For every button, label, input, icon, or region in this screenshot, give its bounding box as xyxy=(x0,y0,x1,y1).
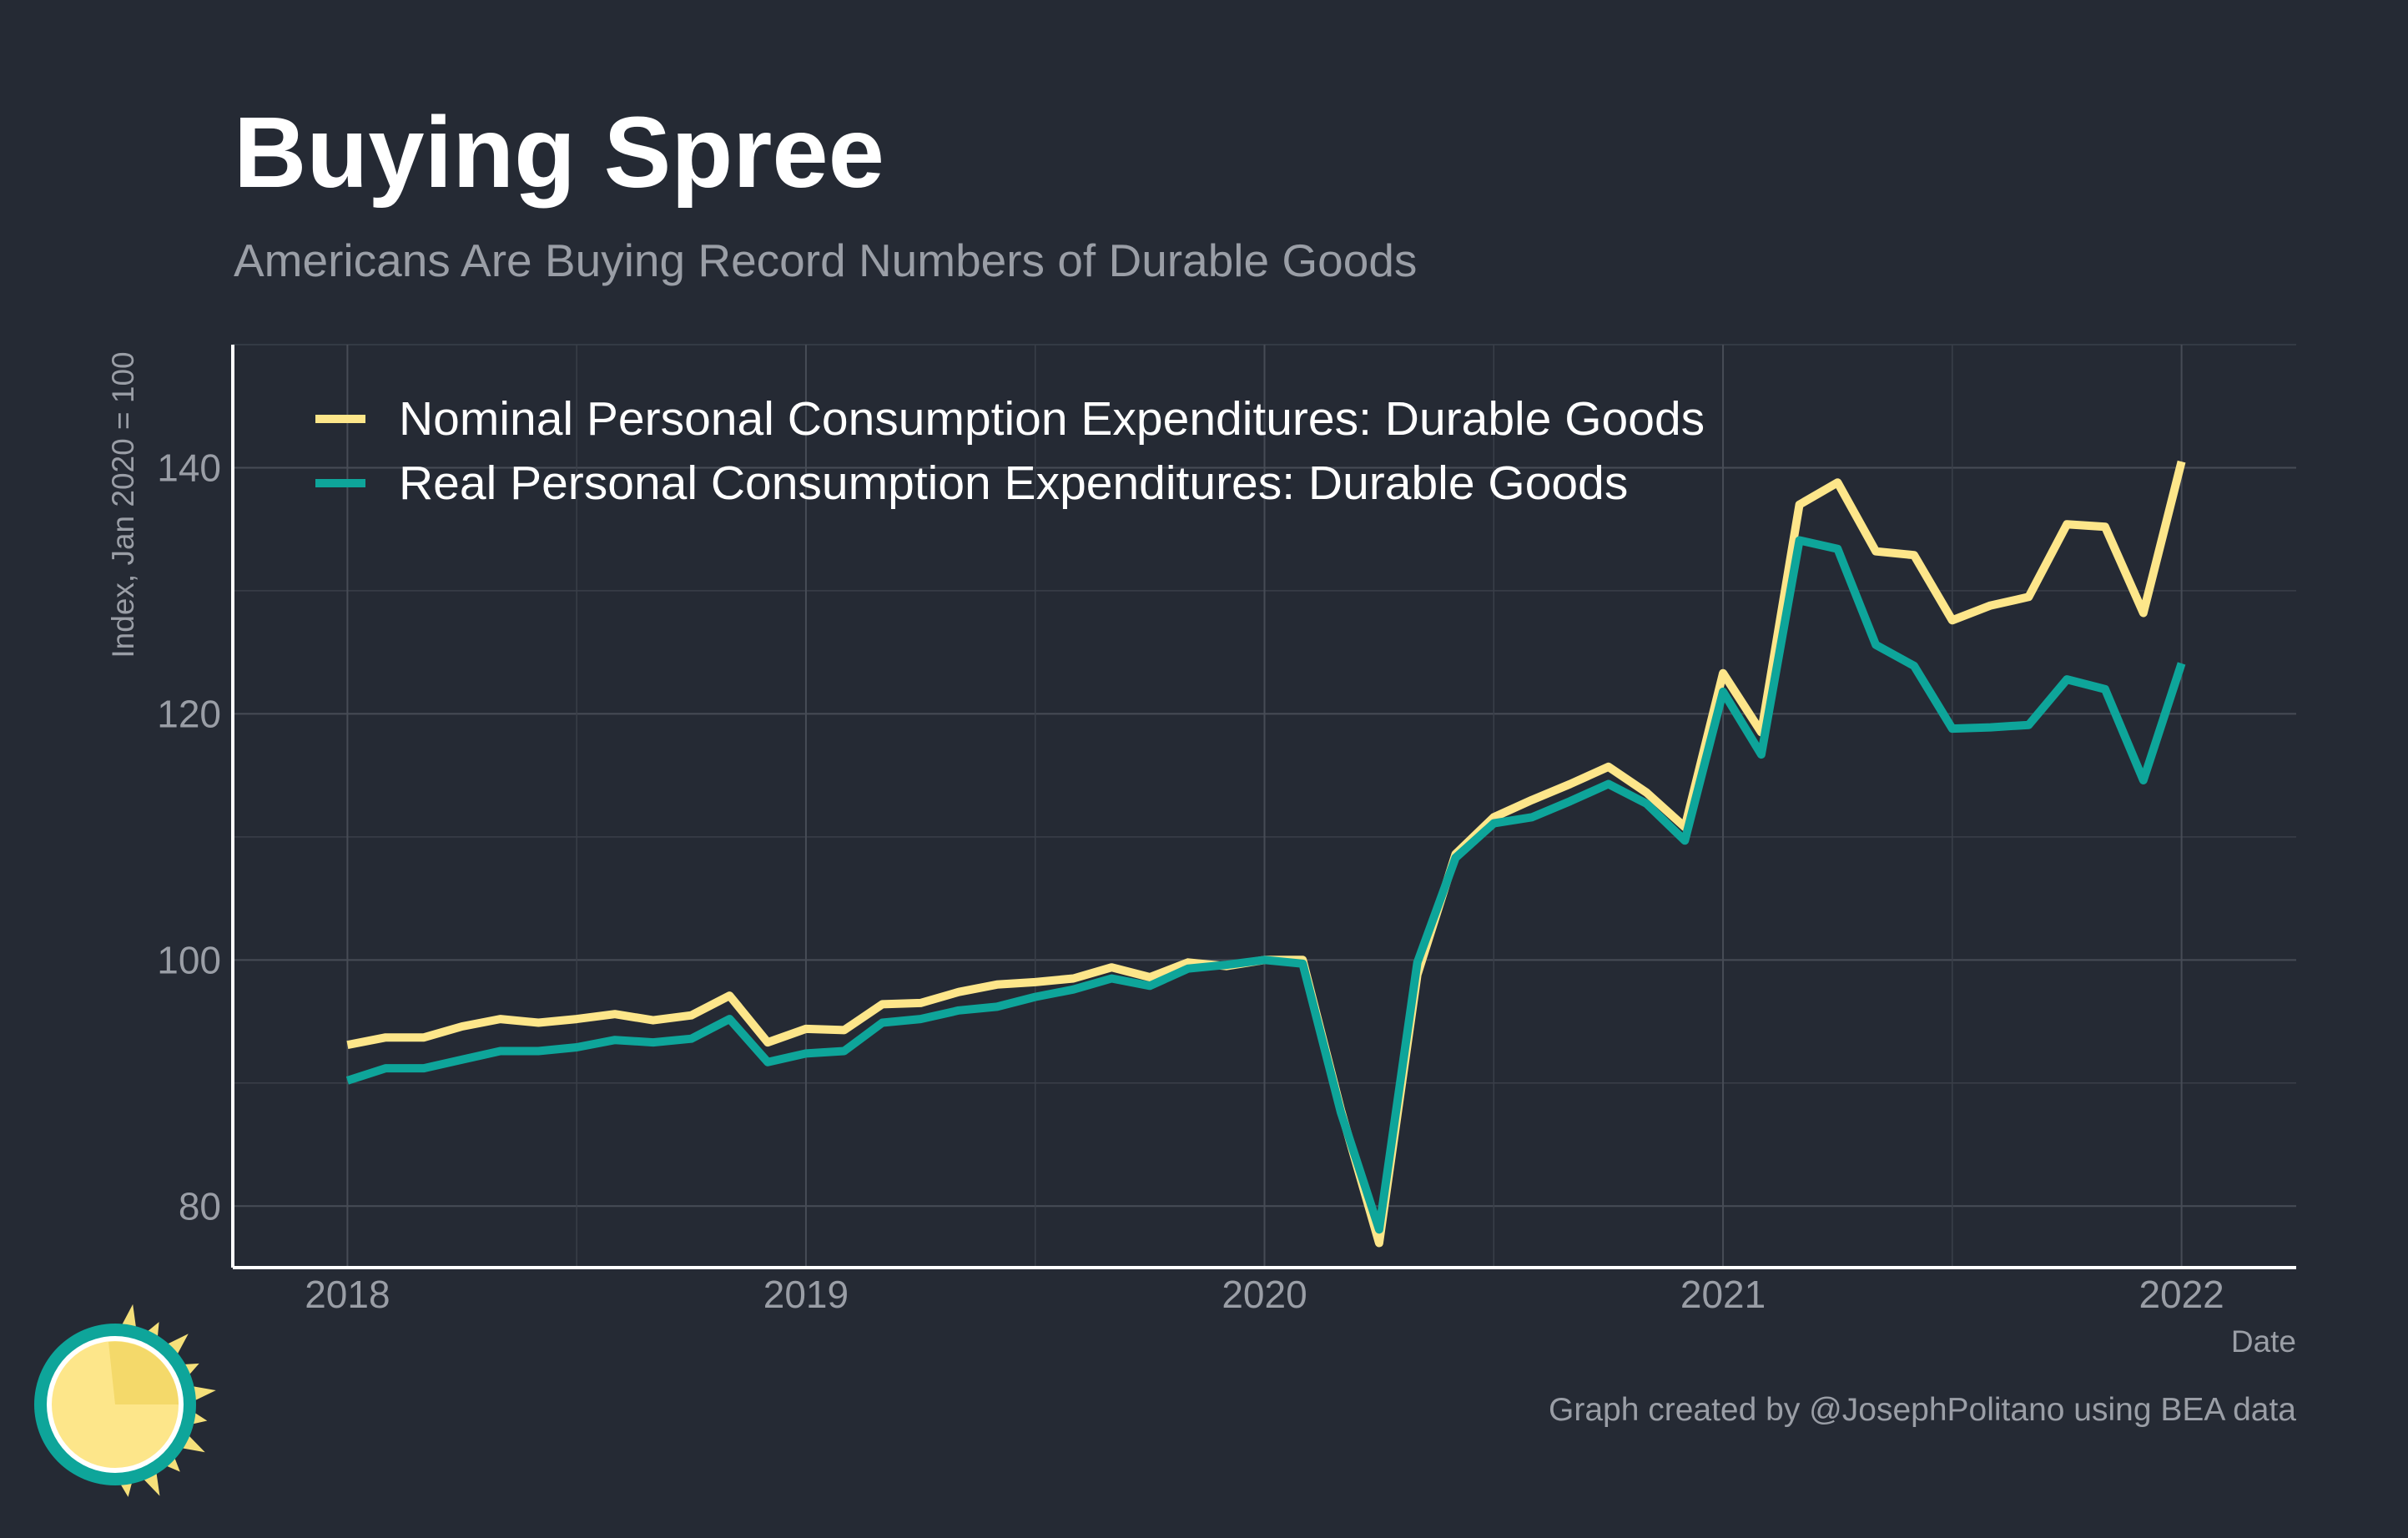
x-tick-label: 2019 xyxy=(763,1273,849,1316)
x-tick-labels: 2018 2019 2020 2021 2022 xyxy=(305,1273,2224,1316)
legend: Nominal Personal Consumption Expenditure… xyxy=(315,392,1705,510)
y-tick-label: 100 xyxy=(157,938,221,981)
chart-subtitle: Americans Are Buying Record Numbers of D… xyxy=(234,234,1417,286)
legend-item-real: Real Personal Consumption Expenditures: … xyxy=(315,456,1628,510)
y-tick-label: 140 xyxy=(157,446,221,489)
x-tick-label: 2021 xyxy=(1680,1273,1766,1316)
chart-title: Buying Spree xyxy=(234,95,884,209)
source-caption: Graph created by @JosephPolitano using B… xyxy=(1549,1392,2296,1428)
x-tick-label: 2022 xyxy=(2138,1273,2224,1316)
axes xyxy=(231,345,2296,1269)
y-tick-labels: 80 100 120 140 xyxy=(157,446,221,1228)
x-tick-label: 2018 xyxy=(305,1273,390,1316)
legend-label-nominal: Nominal Personal Consumption Expenditure… xyxy=(399,392,1705,446)
sun-logo xyxy=(34,1304,216,1497)
sun-shade xyxy=(108,1341,179,1404)
legend-item-nominal: Nominal Personal Consumption Expenditure… xyxy=(315,392,1705,446)
x-tick-label: 2020 xyxy=(1222,1273,1307,1316)
series-lines xyxy=(345,460,2186,1248)
y-axis-title: Index, Jan 2020 = 100 xyxy=(106,351,140,658)
y-tick-label: 80 xyxy=(179,1184,221,1228)
x-axis-title: Date xyxy=(2231,1324,2296,1359)
gridlines xyxy=(233,344,2296,1268)
legend-label-real: Real Personal Consumption Expenditures: … xyxy=(399,456,1628,510)
y-tick-label: 120 xyxy=(157,692,221,735)
series-line-real xyxy=(345,536,2186,1234)
